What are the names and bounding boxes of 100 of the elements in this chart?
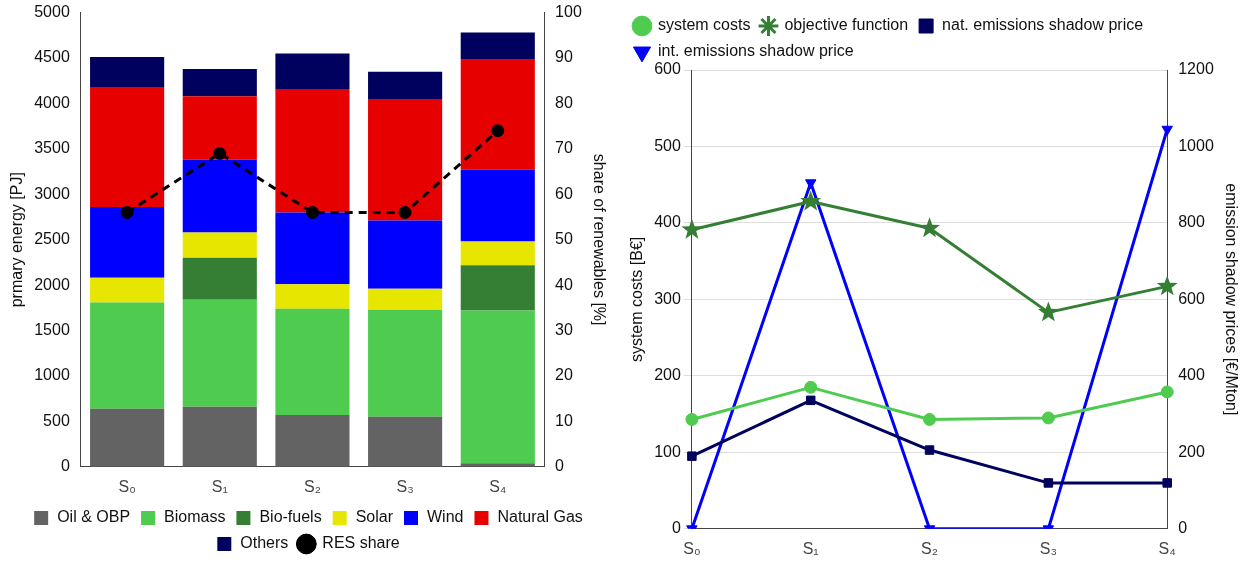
point <box>687 451 697 461</box>
legend-label: system costs <box>658 16 751 34</box>
bar <box>90 302 165 409</box>
y2-tick-label: 30 <box>555 320 573 338</box>
point <box>923 412 937 426</box>
y-tick-label: 0 <box>60 457 70 475</box>
point <box>804 380 818 394</box>
y-tick-label: 400 <box>654 213 681 231</box>
bar <box>182 232 257 258</box>
bar <box>460 169 535 242</box>
x-tick-label: S₁ <box>211 477 228 495</box>
y-tick-label: 5000 <box>34 3 70 21</box>
bar <box>275 88 350 213</box>
bar <box>368 309 443 417</box>
legend-label: Biomass <box>164 508 226 526</box>
y-tick-label: 500 <box>654 136 681 154</box>
y-tick-label: 500 <box>43 411 70 429</box>
y2-tick-label: 80 <box>555 93 573 111</box>
point <box>681 218 703 239</box>
x-tick-label: S₀ <box>118 477 136 495</box>
point <box>398 205 412 219</box>
x-tick-label: S₃ <box>1039 539 1057 557</box>
bar <box>460 310 535 464</box>
bar <box>275 415 350 467</box>
y-tick-label: 2000 <box>34 275 70 293</box>
point <box>1162 478 1172 488</box>
y2-tick-label: 1200 <box>1178 60 1214 78</box>
y-tick-label: 4500 <box>34 48 70 66</box>
y2-axis-title: emission shadow prices [€/Mton] <box>1222 183 1240 416</box>
y2-tick-label: 20 <box>555 366 573 384</box>
y2-tick-label: 600 <box>1178 289 1205 307</box>
bar <box>182 68 257 97</box>
bar <box>460 59 535 170</box>
bar <box>275 212 350 285</box>
legend-label: RES share <box>322 534 400 552</box>
point <box>805 179 817 190</box>
bar <box>368 288 443 310</box>
y-tick-label: 1500 <box>34 320 70 338</box>
x-tick-label: S₂ <box>304 477 321 495</box>
y-tick-label: 4000 <box>34 93 70 111</box>
x-tick-label: S₄ <box>489 477 507 495</box>
point <box>1160 385 1174 399</box>
point <box>1161 125 1173 136</box>
y2-tick-label: 10 <box>555 411 573 429</box>
y2-tick-label: 400 <box>1178 366 1205 384</box>
bar <box>460 32 535 60</box>
point <box>1037 301 1059 322</box>
y-tick-label: 0 <box>671 519 681 537</box>
y-tick-label: 2500 <box>34 230 70 248</box>
y2-tick-label: 60 <box>555 184 573 202</box>
point <box>924 445 935 455</box>
x-tick-label: S₃ <box>396 477 414 495</box>
bar <box>368 71 443 100</box>
bar <box>90 57 165 88</box>
x-tick-label: S₀ <box>683 539 701 557</box>
bar <box>182 299 257 407</box>
bar <box>275 284 350 309</box>
x-tick-label: S₁ <box>802 539 819 557</box>
point <box>491 124 505 138</box>
legend-label: Natural Gas <box>497 508 583 526</box>
bar <box>90 87 165 207</box>
y2-tick-label: 200 <box>1178 442 1205 460</box>
y-axis-title: system costs [B€] <box>628 236 646 363</box>
y2-tick-label: 40 <box>555 275 573 293</box>
bar <box>182 257 257 300</box>
point <box>805 395 816 406</box>
y-tick-label: 3000 <box>34 184 70 202</box>
point <box>685 412 699 426</box>
point <box>213 146 227 160</box>
bar <box>275 308 350 416</box>
y-tick-label: 1000 <box>34 366 70 384</box>
bar <box>182 96 257 160</box>
x-tick-label: S₄ <box>1158 539 1176 557</box>
bar <box>368 220 443 289</box>
bar <box>368 416 443 467</box>
y2-tick-label: 0 <box>1178 519 1188 537</box>
y-tick-label: 200 <box>654 366 681 384</box>
y2-tick-label: 0 <box>555 457 565 475</box>
y2-tick-label: 800 <box>1178 213 1205 231</box>
bar <box>182 406 257 467</box>
legend-label: Others <box>240 534 289 552</box>
y2-tick-label: 1000 <box>1178 136 1214 154</box>
point <box>1156 275 1178 296</box>
bar <box>182 159 257 233</box>
bar <box>90 207 165 278</box>
legend-label: Bio-fuels <box>259 508 322 526</box>
y-axis-title: prmary energy [PJ] <box>8 172 26 308</box>
y-tick-label: 100 <box>654 442 681 460</box>
point <box>120 205 134 219</box>
point <box>1041 411 1055 425</box>
y-tick-label: 3500 <box>34 139 70 157</box>
point <box>1043 478 1054 488</box>
point <box>305 205 319 219</box>
bar <box>90 277 165 303</box>
bar <box>275 53 350 89</box>
legend-label: nat. emissions shadow price <box>942 16 1144 34</box>
point <box>800 190 822 211</box>
x-tick-label: S₂ <box>921 539 938 557</box>
y2-tick-label: 70 <box>555 139 573 157</box>
legend-label: Wind <box>427 508 464 526</box>
